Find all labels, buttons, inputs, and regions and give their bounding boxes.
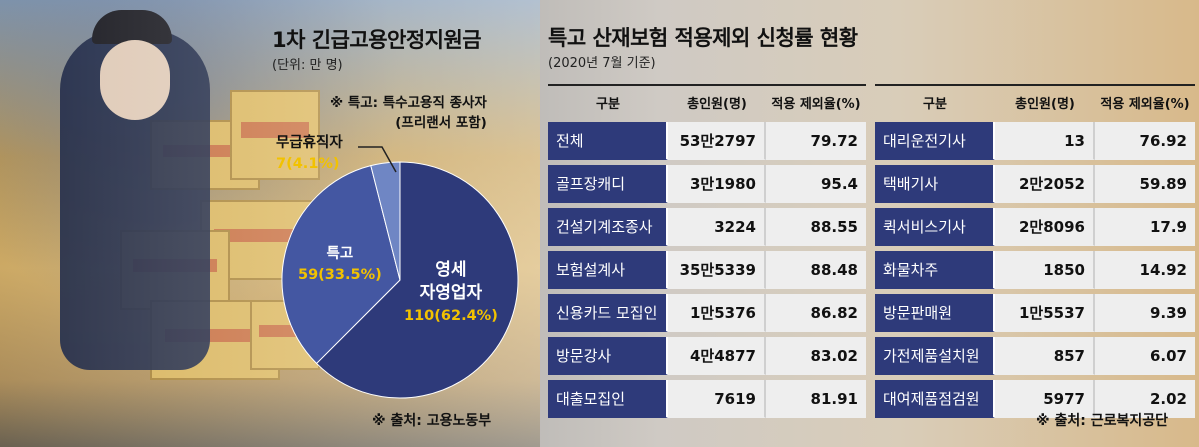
row-category: 신용카드 모집인 — [548, 294, 668, 332]
table-row: 신용카드 모집인 1만5376 86.82 — [548, 294, 866, 332]
row-total: 2만8096 — [995, 208, 1095, 246]
table-row: 택배기사 2만2052 59.89 — [875, 165, 1195, 203]
row-rate: 86.82 — [766, 294, 866, 332]
row-total: 35만5339 — [668, 251, 766, 289]
right-source: ※ 출처: 근로복지공단 — [1036, 413, 1168, 429]
col-header-total: 총인원(명) — [687, 96, 747, 112]
table-row: 방문강사 4만4877 83.02 — [548, 337, 866, 375]
table-row: 가전제품설치원 857 6.07 — [875, 337, 1195, 375]
slice-value-selfemployed: 110(62.4%) — [404, 308, 498, 324]
row-total: 5977 — [995, 380, 1095, 418]
row-category: 전체 — [548, 122, 668, 160]
worker-cap — [92, 10, 172, 44]
row-total: 1850 — [995, 251, 1095, 289]
pie-slice-unpaid — [370, 161, 401, 281]
table-row: 방문판매원 1만5537 9.39 — [875, 294, 1195, 332]
row-category: 골프장캐디 — [548, 165, 668, 203]
pie-slice-selfemployed — [315, 161, 519, 399]
row-category: 건설기계조종사 — [548, 208, 668, 246]
row-total: 7619 — [668, 380, 766, 418]
row-rate: 59.89 — [1095, 165, 1195, 203]
row-rate: 81.91 — [766, 380, 866, 418]
row-category: 방문강사 — [548, 337, 668, 375]
left-title: 1차 긴급고용안정지원금 — [272, 28, 482, 52]
table-row: 대출모집인 7619 81.91 — [548, 380, 866, 418]
row-total: 1만5537 — [995, 294, 1095, 332]
left-source: ※ 출처: 고용노동부 — [372, 413, 492, 429]
box-shape — [230, 90, 320, 180]
row-category: 대출모집인 — [548, 380, 668, 418]
table-row: 보험설계사 35만5339 88.48 — [548, 251, 866, 289]
table-left: 구분 총인원(명) 적용 제외율(%) 전체 53만2797 79.72 골프장캐디 3… — [548, 82, 866, 423]
pie-slice-special — [281, 165, 401, 365]
table-top-rule-right — [875, 84, 1195, 86]
table-top-rule-left — [548, 84, 866, 86]
row-rate: 88.55 — [766, 208, 866, 246]
row-total: 1만5376 — [668, 294, 766, 332]
row-total: 53만2797 — [668, 122, 766, 160]
slice-name-selfemployed-2: 자영업자 — [419, 283, 483, 303]
row-category: 방문판매원 — [875, 294, 995, 332]
table-row: 대여제품점검원 5977 2.02 — [875, 380, 1195, 418]
slice-name-special: 특고 — [326, 246, 354, 262]
row-rate: 95.4 — [766, 165, 866, 203]
row-category: 대여제품점검원 — [875, 380, 995, 418]
row-rate: 14.92 — [1095, 251, 1195, 289]
row-rate: 83.02 — [766, 337, 866, 375]
right-title: 특고 산재보험 적용제외 신청률 현황 — [548, 26, 858, 50]
row-total: 3224 — [668, 208, 766, 246]
row-rate: 88.48 — [766, 251, 866, 289]
worker-head — [100, 40, 170, 120]
table-right: 구분 총인원(명) 적용 제외율(%) 대리운전기사 13 76.92 택배기사 2만2… — [875, 82, 1195, 423]
row-total: 4만4877 — [668, 337, 766, 375]
row-category: 택배기사 — [875, 165, 995, 203]
row-rate: 17.9 — [1095, 208, 1195, 246]
row-category: 화물차주 — [875, 251, 995, 289]
background-photo — [0, 0, 540, 447]
slice-label-selfemployed: 영세 자영업자 110(62.4%) — [404, 259, 498, 328]
row-rate: 9.39 — [1095, 294, 1195, 332]
pie-chart — [0, 0, 540, 447]
table-header-right: 구분 총인원(명) 적용 제외율(%) — [875, 87, 1195, 117]
row-rate: 2.02 — [1095, 380, 1195, 418]
left-note: ※ 특고: 특수고용직 종사자 (프리랜서 포함) — [330, 93, 487, 133]
col-header-total: 총인원(명) — [1015, 96, 1075, 112]
table-row: 건설기계조종사 3224 88.55 — [548, 208, 866, 246]
row-category: 퀵서비스기사 — [875, 208, 995, 246]
slice-name-unpaid: 무급휴직자 — [276, 135, 343, 151]
slice-label-special: 특고 59(33.5%) — [298, 244, 382, 286]
row-total: 3만1980 — [668, 165, 766, 203]
table-row: 전체 53만2797 79.72 — [548, 122, 866, 160]
col-header-rate: 적용 제외율(%) — [771, 96, 861, 112]
row-rate: 79.72 — [766, 122, 866, 160]
row-category: 대리운전기사 — [875, 122, 995, 160]
row-total: 857 — [995, 337, 1095, 375]
col-header-category: 구분 — [596, 96, 620, 112]
row-total: 2만2052 — [995, 165, 1095, 203]
row-rate: 76.92 — [1095, 122, 1195, 160]
row-total: 13 — [995, 122, 1095, 160]
pie-leader-line — [358, 146, 397, 173]
row-category: 보험설계사 — [548, 251, 668, 289]
table-row: 퀵서비스기사 2만8096 17.9 — [875, 208, 1195, 246]
slice-value-unpaid: 7(4.1%) — [276, 156, 340, 172]
left-unit: (단위: 만 명) — [272, 58, 343, 73]
row-category: 가전제품설치원 — [875, 337, 995, 375]
slice-label-unpaid: 무급휴직자 7(4.1%) — [276, 133, 343, 175]
pie-svg — [281, 146, 519, 399]
right-subtitle: (2020년 7월 기준) — [548, 56, 656, 71]
row-rate: 6.07 — [1095, 337, 1195, 375]
table-row: 골프장캐디 3만1980 95.4 — [548, 165, 866, 203]
table-row: 대리운전기사 13 76.92 — [875, 122, 1195, 160]
slice-value-special: 59(33.5%) — [298, 267, 382, 283]
table-header-left: 구분 총인원(명) 적용 제외율(%) — [548, 87, 866, 117]
table-row: 화물차주 1850 14.92 — [875, 251, 1195, 289]
col-header-rate: 적용 제외율(%) — [1100, 96, 1190, 112]
col-header-category: 구분 — [923, 96, 947, 112]
note-line-2: (프리랜서 포함) — [395, 115, 487, 131]
note-line-1: ※ 특고: 특수고용직 종사자 — [330, 95, 487, 111]
slice-name-selfemployed-1: 영세 — [435, 260, 467, 280]
